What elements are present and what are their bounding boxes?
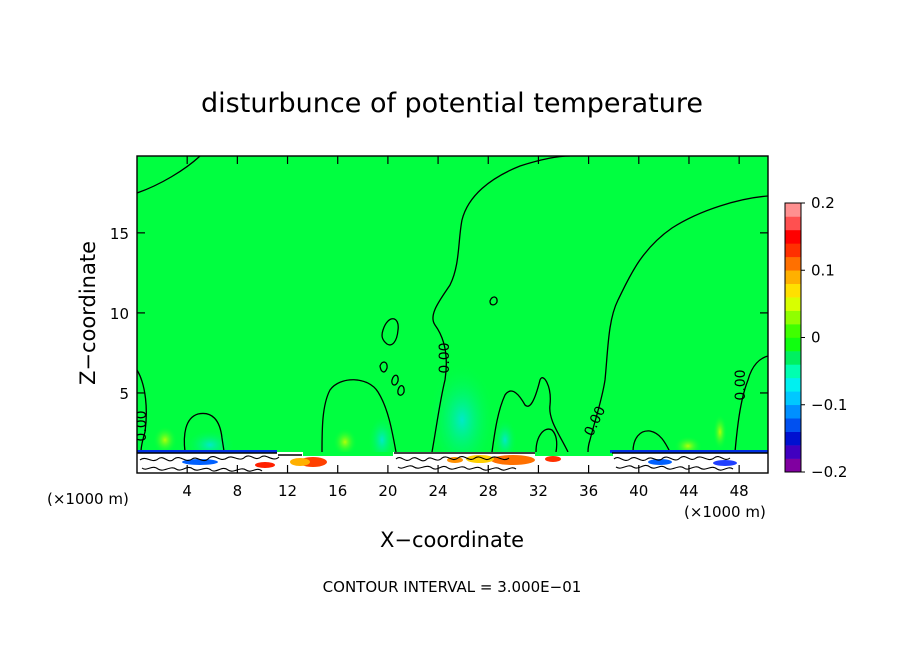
contour-line [397,385,405,396]
yellow-anomaly-region [713,414,727,450]
x-tick-label: 16 [328,482,347,500]
yellow-anomaly-region [333,428,357,456]
contour-line [491,377,569,453]
contour-label: 0.00 [733,369,749,400]
contour-line [137,369,147,453]
colorbar-swatch [785,256,801,271]
colorbar-swatch [785,243,801,258]
contour-line [431,156,571,453]
colorbar-swatch [785,404,801,419]
colorbar-swatch [785,229,801,244]
colorbar-tick-label: −0.1 [811,396,847,414]
cyan-anomaly-region [493,418,517,462]
contour-line [381,318,399,346]
x-tick-label: 36 [579,482,598,500]
colorbar-swatch [785,350,801,365]
colorbar-swatch [785,458,801,473]
x-tick-label: 8 [233,482,243,500]
x-tick-label: 28 [479,482,498,500]
colorbar-tick-label: 0 [811,329,821,347]
x-tick-label: 32 [529,482,548,500]
colorbar-swatch [785,445,801,459]
cyan-anomaly-region [428,362,496,473]
terrain-band [137,450,768,473]
colorbar-swatch [785,364,801,379]
x-tick-label: 12 [278,482,297,500]
colorbar-tick-label: −0.2 [811,463,847,481]
colorbar-tick-label: 0.1 [811,261,835,279]
contour-line [535,428,558,453]
colorbar-swatch [785,418,801,432]
colorbar-swatch [785,310,801,325]
yellow-anomaly-region [153,426,177,454]
colorbar-swatch [785,283,801,298]
x-tick-label: 40 [629,482,648,500]
x-tick-label: 4 [182,482,192,500]
colorbar-swatch [785,270,801,284]
x-tick-label: 20 [378,482,397,500]
x-tick-label: 48 [730,482,749,500]
colorbar-tick-label: 0.2 [811,194,835,212]
x-unit-left: (×1000 m) [47,490,129,508]
y-tick-label: 5 [119,385,129,403]
plot-area: 0.00 0.00 0.00 0.00 [134,156,768,473]
contour-line [632,430,671,453]
contour-label: 0.00 [134,410,150,441]
contour-line [391,374,399,386]
contour-line [321,379,397,453]
y-tick-label: 15 [110,225,129,243]
contour-label: 0.00 [437,342,453,373]
colorbar [784,202,802,473]
colorbar-ticks: 0.2 0.1 0 −0.1 −0.2 [801,194,847,481]
colorbar-swatch [785,324,801,338]
colorbar-swatch [785,377,801,392]
colorbar-swatch [785,216,801,231]
contour-line [489,296,498,306]
x-tick-label: 44 [679,482,698,500]
contour-labels: 0.00 0.00 0.00 0.00 [134,342,749,441]
contour-line [183,412,225,453]
x-tick-label: 24 [429,482,448,500]
y-axis: 5 10 15 [110,225,768,403]
contour-interval-note: CONTOUR INTERVAL = 3.000E−01 [323,578,582,596]
contour-line [379,361,388,373]
colorbar-swatch [785,431,801,446]
y-tick-label: 10 [110,305,129,323]
contour-line [587,195,768,453]
contour-lines [137,156,768,453]
x-unit-right: (×1000 m) [684,503,766,521]
contour-line [734,355,768,453]
colorbar-swatch [785,337,801,352]
colorbar-swatch [785,203,801,217]
plot-frame [136,155,769,474]
colorbar-swatch [785,297,801,311]
chart-title: disturbunce of potential temperature [201,88,703,119]
y-axis-label: Z−coordinate [76,241,100,385]
contour-line [137,156,201,194]
colorbar-swatch [785,391,801,406]
x-axis: 4 8 12 16 20 24 28 32 36 40 44 48 [182,156,749,500]
x-axis-label: X−coordinate [380,528,524,552]
